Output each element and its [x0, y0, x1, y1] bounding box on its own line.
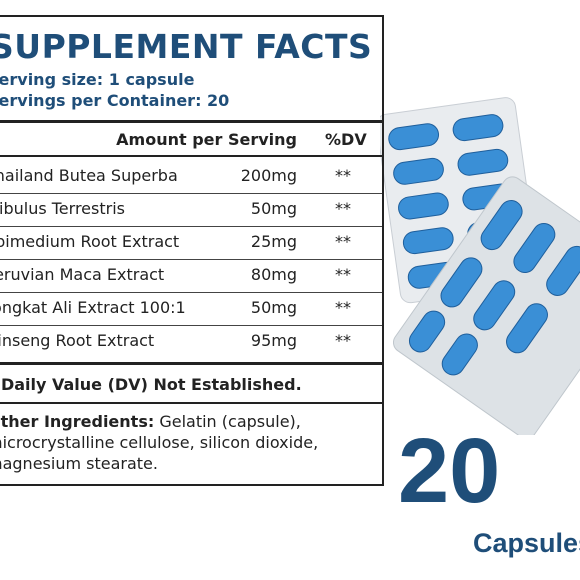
dv: **	[335, 331, 351, 350]
rule	[0, 226, 382, 227]
other-ingredients: Other Ingredients: Gelatin (capsule),	[0, 412, 301, 431]
rule	[0, 402, 382, 404]
rule	[0, 120, 382, 123]
serving-size: Serving size: 1 capsule	[0, 70, 195, 89]
amount: 50mg	[250, 298, 297, 317]
dv: **	[335, 199, 351, 218]
amount: 200mg	[240, 166, 297, 185]
ingredient: Tongkat Ali Extract 100:1	[0, 298, 186, 317]
other-label: Other Ingredients:	[0, 412, 155, 431]
facts-panel: SUPPLEMENT FACTS Serving size: 1 capsule…	[0, 15, 384, 486]
count-label: Capsules	[473, 528, 580, 558]
ingredient: Tribulus Terrestris	[0, 199, 125, 218]
servings: Servings per Container: 20	[0, 91, 230, 110]
rule	[0, 362, 382, 365]
column-head: %DV	[325, 130, 367, 149]
other-line: magnesium stearate.	[0, 454, 158, 473]
other-line: Gelatin (capsule),	[154, 412, 301, 431]
column-head: Amount per Serving	[116, 130, 297, 149]
blister-packs	[380, 97, 580, 435]
dv: **	[335, 232, 351, 251]
other-line: microcrystalline cellulose, silicon diox…	[0, 433, 319, 452]
footnote: * Daily Value (DV) Not Established.	[0, 375, 302, 394]
rule	[0, 292, 382, 293]
amount: 80mg	[250, 265, 297, 284]
rule	[0, 155, 382, 157]
rule	[0, 193, 382, 194]
dv: **	[335, 166, 351, 185]
dv: **	[335, 298, 351, 317]
ingredient: Ginseng Root Extract	[0, 331, 155, 350]
amount: 50mg	[250, 199, 297, 218]
ingredient: Thailand Butea Superba	[0, 166, 178, 185]
rule	[0, 259, 382, 260]
ingredient: Epimedium Root Extract	[0, 232, 180, 251]
amount: 95mg	[250, 331, 297, 350]
rule	[0, 325, 382, 326]
title: SUPPLEMENT FACTS	[0, 27, 373, 66]
count: 20	[398, 420, 501, 522]
dv: **	[335, 265, 351, 284]
amount: 25mg	[250, 232, 297, 251]
ingredient: Peruvian Maca Extract	[0, 265, 165, 284]
